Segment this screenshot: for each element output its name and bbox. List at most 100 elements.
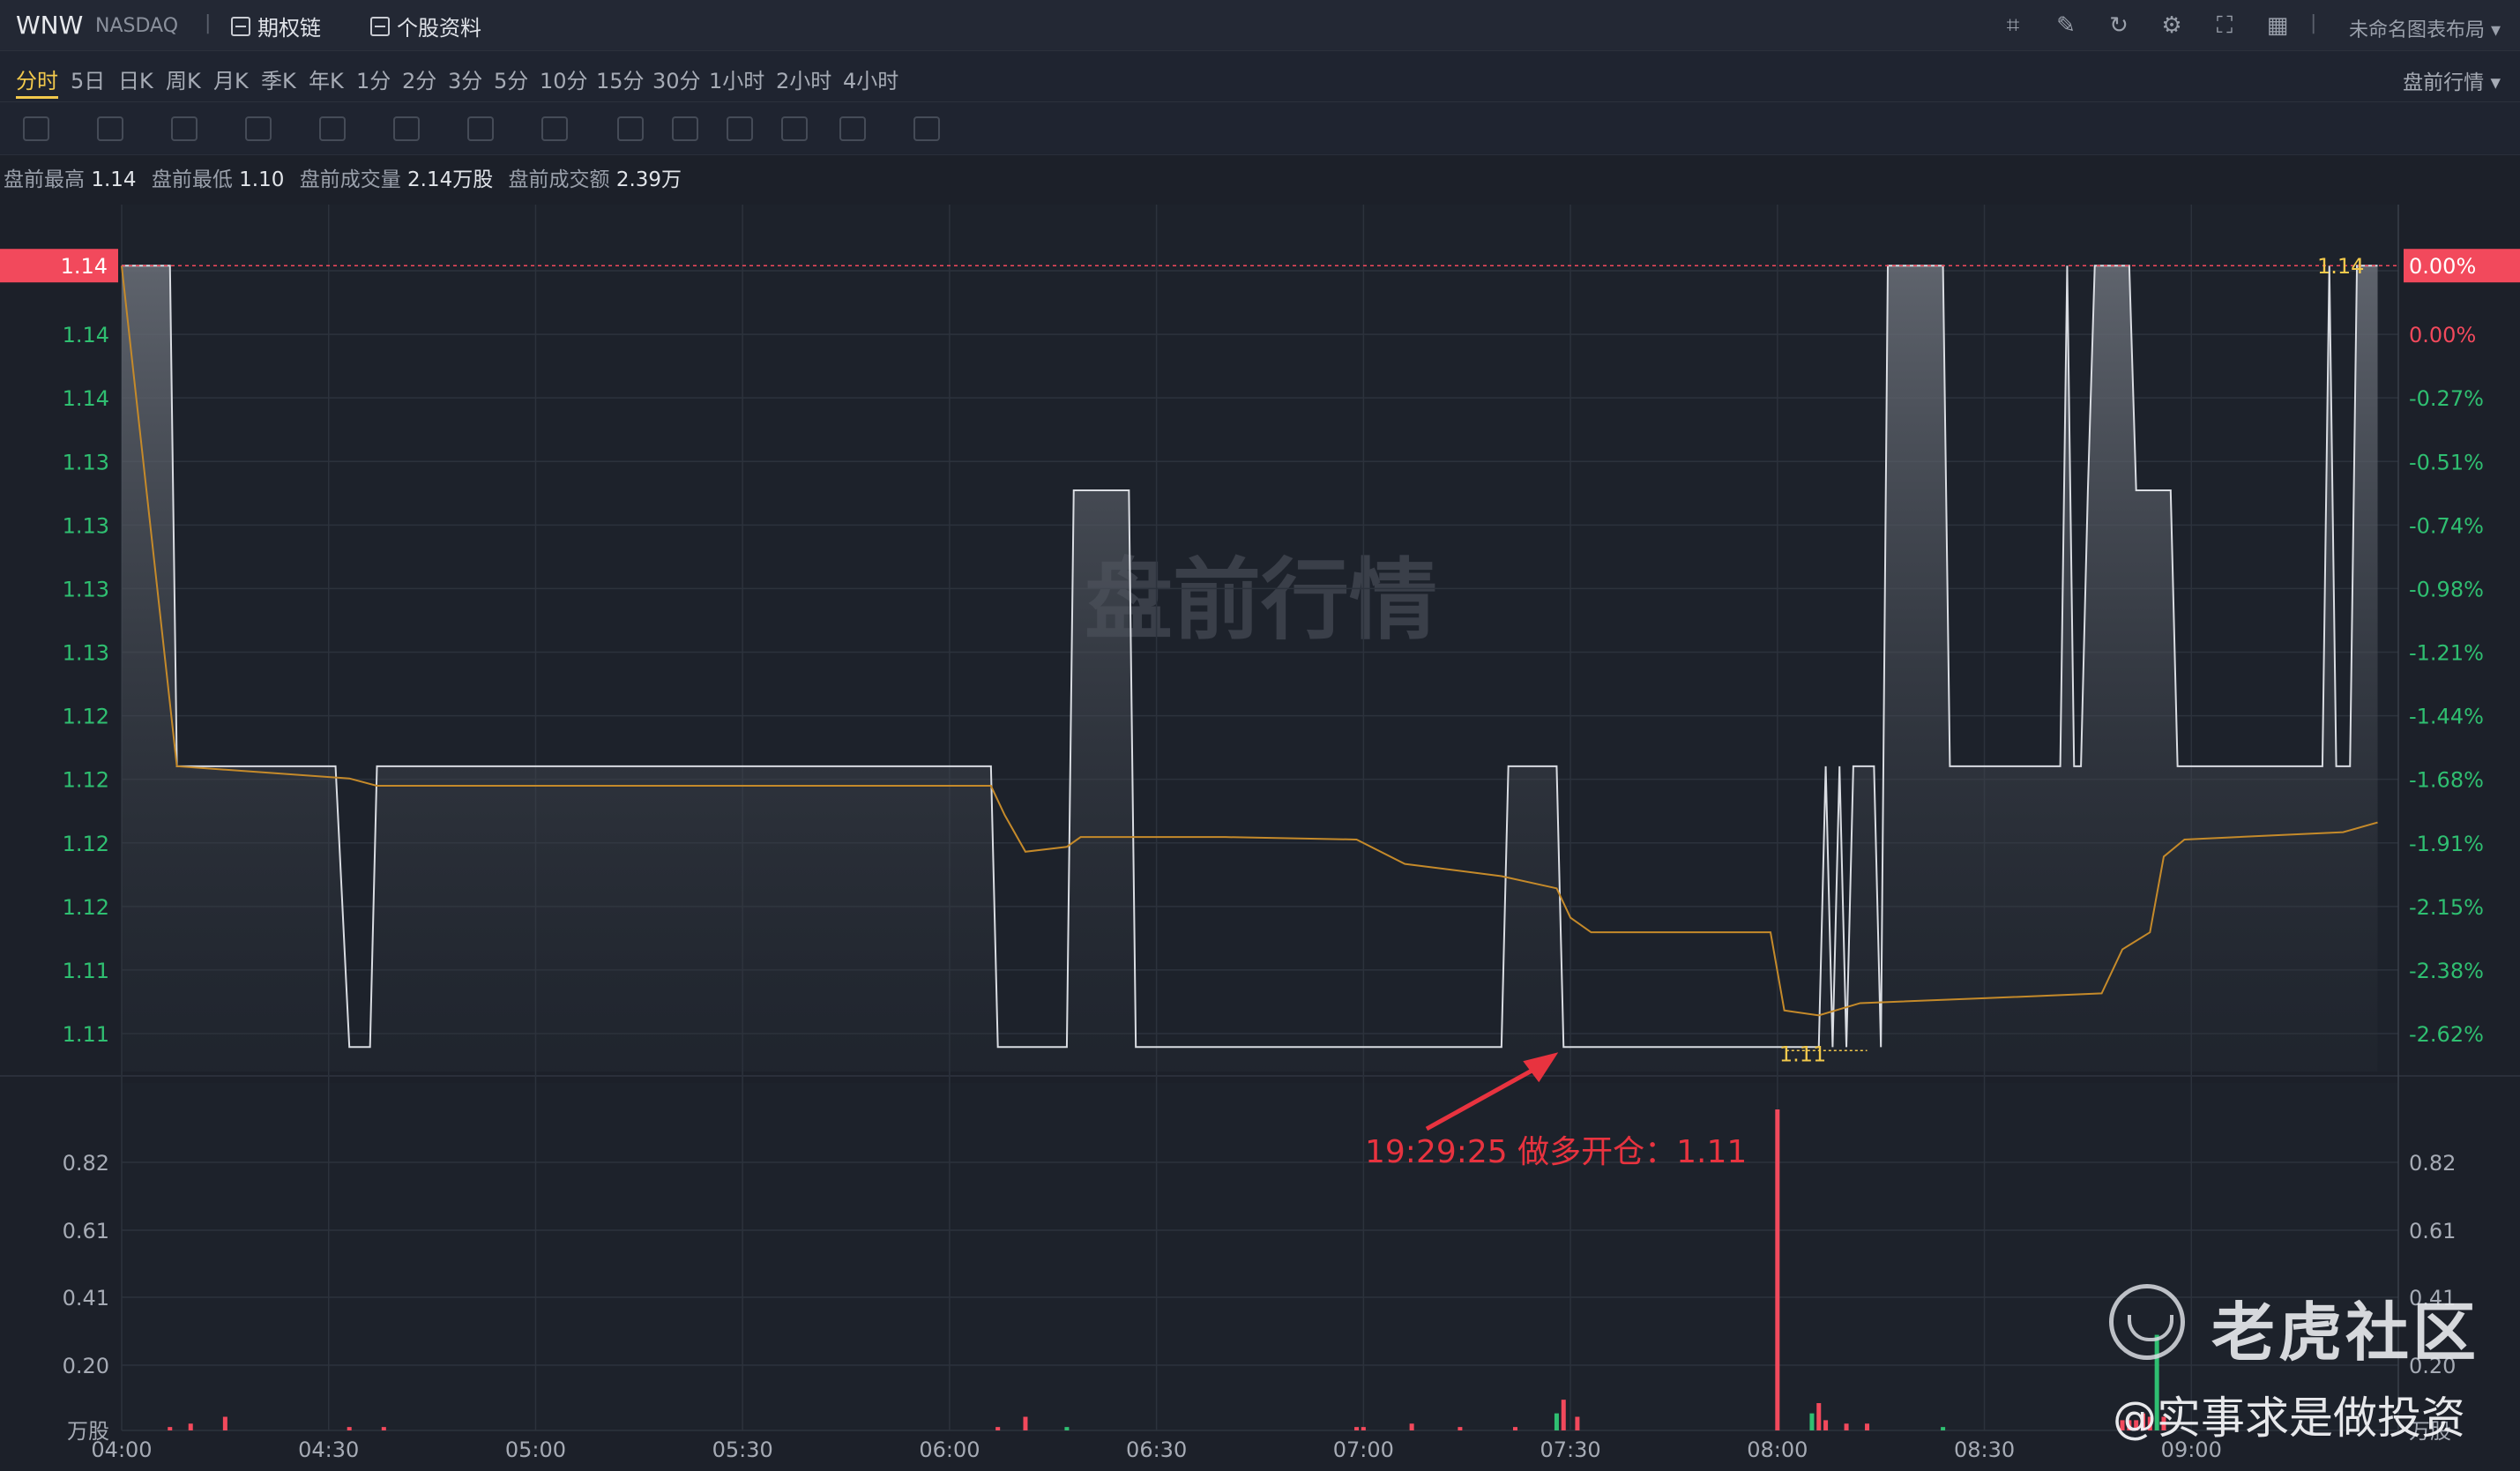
- volume-bar: [1941, 1427, 1946, 1430]
- high-value: 1.14: [91, 168, 137, 191]
- lock-icon[interactable]: [672, 116, 698, 141]
- time-tick-label: 07:00: [1333, 1437, 1394, 1462]
- period-tab-3[interactable]: 周K: [166, 69, 201, 93]
- volume-bar: [1561, 1400, 1566, 1430]
- period-tab-2[interactable]: 日K: [118, 69, 153, 93]
- current-price-tag-bg: [0, 249, 118, 283]
- settings-gear-icon[interactable]: ⚙: [2161, 12, 2182, 39]
- volume-bar: [2147, 1416, 2152, 1430]
- volume-bar: [1023, 1416, 1028, 1430]
- turnover-label: 盘前成交额: [508, 168, 610, 191]
- refresh-icon[interactable]: ↻: [2109, 12, 2129, 39]
- volume-bar: [995, 1427, 1001, 1430]
- turnover-value: 2.39万: [615, 168, 682, 191]
- trend-line-tool-icon[interactable]: [23, 116, 49, 141]
- center-watermark: 盘前行情: [1085, 549, 1437, 652]
- time-tick-label: 09:00: [2161, 1437, 2222, 1462]
- volume-bar: [1512, 1427, 1517, 1430]
- left-tick-label: 1.14: [63, 386, 109, 411]
- period-tab-16[interactable]: 4小时: [843, 69, 899, 93]
- text-tool-icon[interactable]: [393, 116, 420, 141]
- left-tick-label: 1.11: [63, 1022, 109, 1047]
- trash-icon[interactable]: [913, 116, 940, 141]
- volume-bar: [1809, 1413, 1815, 1430]
- brand-watermark: 老虎社区: [2211, 1296, 2480, 1370]
- indicator-icon[interactable]: ⌗: [2006, 12, 2020, 39]
- period-tab-12[interactable]: 15分: [596, 69, 645, 93]
- right-tick-label: -1.68%: [2409, 768, 2484, 793]
- time-tick-label: 08:30: [1954, 1437, 2015, 1462]
- right-tick-label: -0.51%: [2409, 450, 2484, 474]
- volume-bar: [1775, 1109, 1780, 1430]
- trade-annotation: 19:29:25 做多开仓：1.11: [1365, 1134, 1747, 1170]
- tiger-logo-icon: [2109, 1284, 2185, 1360]
- volume-bar: [2120, 1420, 2125, 1430]
- left-tick-label: 1.13: [63, 641, 109, 666]
- rectangle-tool-icon[interactable]: [97, 116, 123, 141]
- layout-grid-icon[interactable]: ▦: [2266, 12, 2289, 39]
- draw-edit-icon[interactable]: ✎: [2056, 12, 2076, 39]
- current-price-tag: 1.14: [61, 254, 108, 279]
- max-price-marker: 1.14: [2317, 254, 2364, 279]
- time-tick-label: 06:30: [1126, 1437, 1187, 1462]
- min-price-marker: 1.11: [1779, 1042, 1826, 1066]
- volume-right-label: 0.41: [2409, 1286, 2456, 1310]
- volume-right-label: 0.20: [2409, 1354, 2456, 1378]
- current-pct-tag-bg: [2404, 249, 2520, 283]
- eye-icon[interactable]: [727, 116, 753, 141]
- options-chain-label: 期权链: [257, 16, 321, 41]
- price-line: [122, 265, 2378, 1049]
- period-tab-1[interactable]: 5日: [71, 69, 106, 93]
- pattern-tool-icon[interactable]: [171, 116, 198, 141]
- fullscreen-icon[interactable]: ⛶: [2216, 12, 2233, 39]
- right-tick-label: 0.00%: [2409, 323, 2476, 347]
- period-tab-6[interactable]: 年K: [309, 69, 344, 93]
- period-tab-14[interactable]: 1小时: [709, 69, 765, 93]
- right-tick-label: -1.21%: [2409, 641, 2484, 666]
- image-tool-icon[interactable]: [467, 116, 494, 141]
- period-tab-13[interactable]: 30分: [652, 69, 701, 93]
- right-tick-label: -2.15%: [2409, 895, 2484, 920]
- separator: |: [205, 12, 212, 34]
- period-tab-7[interactable]: 1分: [356, 69, 391, 93]
- period-tab-9[interactable]: 3分: [448, 69, 483, 93]
- period-tab-4[interactable]: 月K: [213, 69, 249, 93]
- right-tick-label: -1.44%: [2409, 705, 2484, 729]
- right-tick-label: -2.38%: [2409, 959, 2484, 983]
- volume-bar: [2134, 1420, 2139, 1430]
- measure-tool-icon[interactable]: [541, 116, 568, 141]
- volume-bar: [1554, 1413, 1559, 1430]
- period-tab-8[interactable]: 2分: [402, 69, 437, 93]
- low-label: 盘前最低: [151, 168, 233, 191]
- stock-profile-button[interactable]: 个股资料: [370, 11, 481, 41]
- period-tab-11[interactable]: 10分: [540, 69, 588, 93]
- volume-left-label: 0.61: [63, 1219, 109, 1243]
- volume-right-label: 万股: [2409, 1419, 2451, 1444]
- volume-bar: [1064, 1427, 1070, 1430]
- volume-bar: [1575, 1416, 1580, 1430]
- period-tab-15[interactable]: 2小时: [776, 69, 832, 93]
- copy-icon[interactable]: [839, 116, 866, 141]
- period-tab-0[interactable]: 分时: [16, 69, 58, 93]
- volume-bar: [347, 1427, 352, 1430]
- volume-bar: [2141, 1413, 2146, 1430]
- fib-tool-icon[interactable]: [245, 116, 272, 141]
- volume-bar: [1816, 1403, 1822, 1430]
- options-chain-button[interactable]: 期权链: [231, 11, 321, 41]
- volume-panel-bg: [122, 1083, 2398, 1430]
- arrow-tool-icon[interactable]: [319, 116, 346, 141]
- left-tick-label: 1.12: [63, 832, 109, 856]
- volume-left-label: 万股: [67, 1419, 109, 1444]
- period-tab-10[interactable]: 5分: [494, 69, 529, 93]
- chart-icon: [231, 16, 250, 36]
- period-bar: 盘前行情 ▾ 分时 5日 日K 周K 月K 季K 年K 1分 2分 3分 5分 10分 15分 30分 1小…: [0, 51, 2520, 102]
- period-tab-5[interactable]: 季K: [261, 69, 296, 93]
- top-bar: WNW NASDAQ | 期权链 个股资料 ⌗ ✎ ↻ ⚙ ⛶ ▦ | 未命名图…: [0, 0, 2520, 51]
- mode-dropdown[interactable]: 盘前行情 ▾: [2403, 71, 2501, 94]
- layout-name-dropdown[interactable]: 未命名图表布局 ▾: [2348, 19, 2501, 41]
- premarket-stats: 盘前最高 1.14 盘前最低 1.10 盘前成交量 2.14万股 盘前成交额 2…: [4, 162, 690, 192]
- symbol-label[interactable]: WNW: [16, 11, 84, 40]
- pen-tool-icon[interactable]: [617, 116, 644, 141]
- magnet-icon[interactable]: [781, 116, 808, 141]
